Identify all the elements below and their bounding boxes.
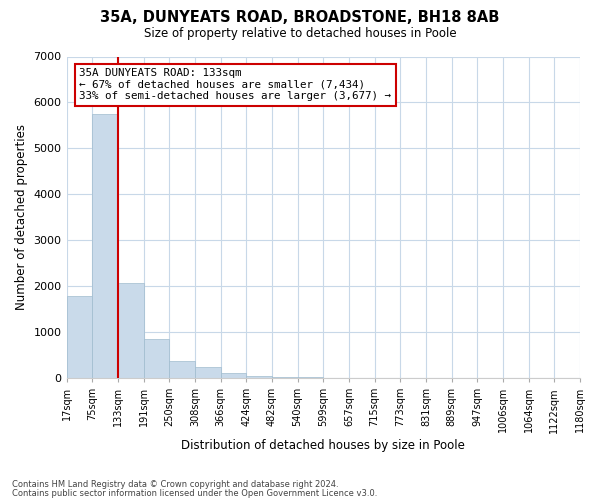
Bar <box>272 376 298 378</box>
Bar <box>169 360 195 378</box>
Bar <box>118 284 143 378</box>
Bar <box>143 340 169 378</box>
Bar <box>92 114 118 378</box>
Bar <box>67 296 92 378</box>
Text: Size of property relative to detached houses in Poole: Size of property relative to detached ho… <box>143 28 457 40</box>
Text: 35A DUNYEATS ROAD: 133sqm
← 67% of detached houses are smaller (7,434)
33% of se: 35A DUNYEATS ROAD: 133sqm ← 67% of detac… <box>79 68 391 101</box>
Text: Contains public sector information licensed under the Open Government Licence v3: Contains public sector information licen… <box>12 488 377 498</box>
X-axis label: Distribution of detached houses by size in Poole: Distribution of detached houses by size … <box>181 440 465 452</box>
Bar <box>221 374 246 378</box>
Text: Contains HM Land Registry data © Crown copyright and database right 2024.: Contains HM Land Registry data © Crown c… <box>12 480 338 489</box>
Bar <box>195 368 221 378</box>
Y-axis label: Number of detached properties: Number of detached properties <box>15 124 28 310</box>
Text: 35A, DUNYEATS ROAD, BROADSTONE, BH18 8AB: 35A, DUNYEATS ROAD, BROADSTONE, BH18 8AB <box>100 10 500 25</box>
Bar <box>246 376 272 378</box>
